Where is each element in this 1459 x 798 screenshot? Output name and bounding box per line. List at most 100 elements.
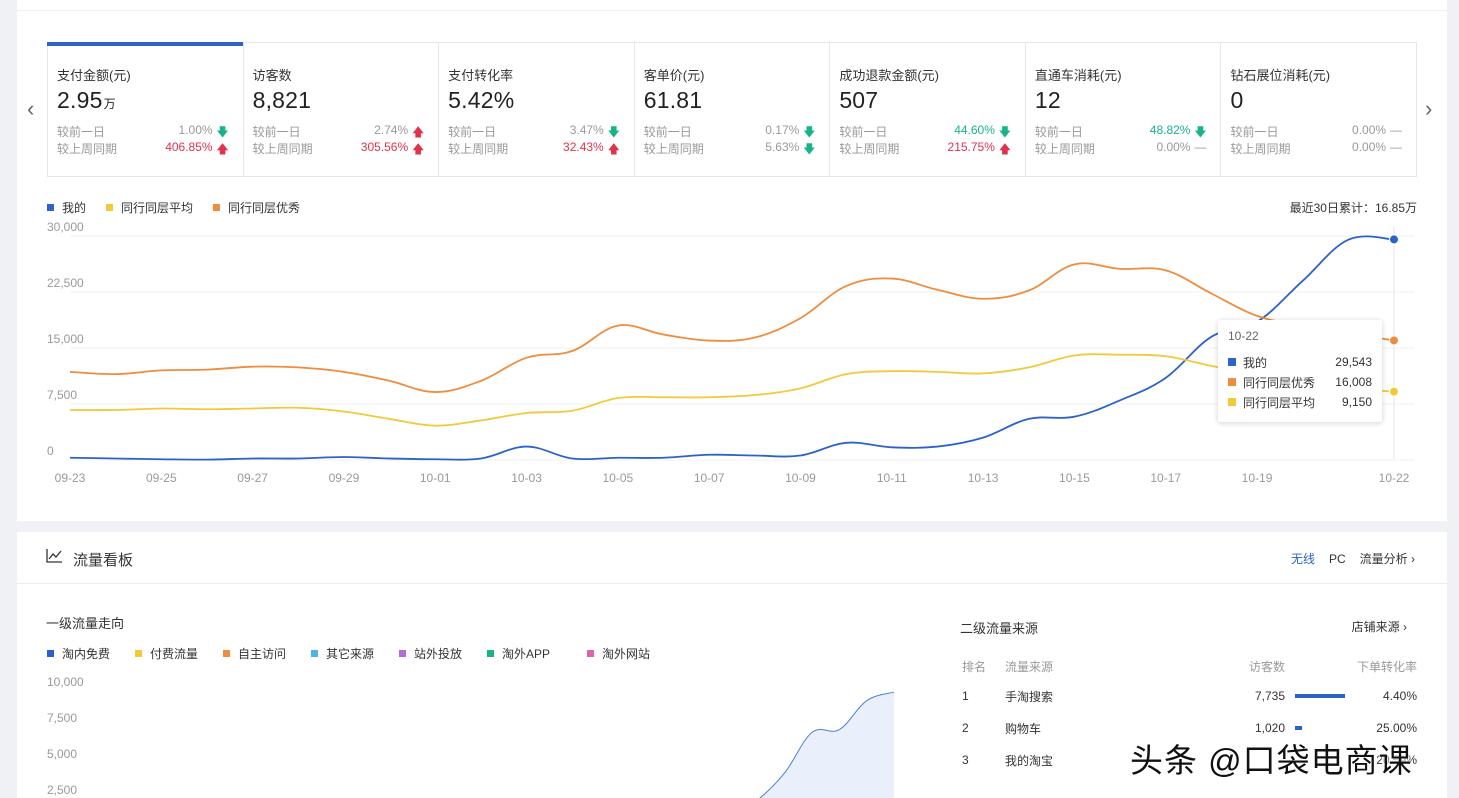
kpi-card-zuanzhan-spend[interactable]: 钻石展位消耗(元) 0 较前一日 0.00% — 较上周同期 0.00% —	[1221, 43, 1416, 176]
series-point	[1389, 234, 1399, 245]
x-tick-label: 09-27	[237, 471, 268, 485]
trend-down-icon: 🡇	[998, 125, 1012, 139]
conversion-cell: 4.40%	[1382, 689, 1417, 703]
next-arrow-icon[interactable]: ›	[1425, 96, 1433, 121]
traffic-area-chart: 淘内免费 付费流量 自主访问 其它来源 站外投放 淘外APP 淘外网站 10,000 7,500…	[47, 646, 895, 798]
trend-line-chart: 我的 同行同层平均 同行同层优秀 最近30日累计：16.85万 0 7,500 15,000…	[47, 200, 1417, 485]
kpi-title: 成功退款金额(元)	[839, 68, 939, 83]
visitors-bar-cell	[1285, 694, 1355, 698]
legend-label: 同行同层平均	[121, 201, 193, 215]
trend-down-icon: 🡇	[803, 142, 816, 156]
x-tick-label: 10-19	[1242, 471, 1273, 485]
trend-flat-icon: —	[1390, 140, 1403, 154]
y-tick-label: 7,500	[47, 388, 77, 402]
kpi-value: 2.95万	[57, 87, 116, 113]
tooltip-row: 同行同层优秀 16,008	[1228, 372, 1372, 392]
kpi-card-visitors[interactable]: 访客数 8,821 较前一日 2.74% 🡅 较上周同期 305.56% 🡅	[244, 43, 440, 176]
rank-cell: 1	[962, 689, 969, 703]
source-name-cell: 我的淘宝	[1005, 753, 1054, 768]
tooltip-date: 10-22	[1228, 329, 1259, 343]
legend-swatch	[213, 204, 220, 211]
trend-flat-icon: —	[1194, 140, 1207, 154]
x-tick-label: 09-29	[329, 471, 360, 485]
compare-week: 较上周同期 0.00% —	[1230, 140, 1403, 156]
chart-tooltip: 10-22 我的 29,543 同行同层优秀 16,008 同行同层平均 9,150	[1218, 320, 1382, 422]
section-header: 流量看板 无线 PC 流量分析 ›	[17, 532, 1447, 584]
shop-source-link[interactable]: 店铺来源 ›	[1351, 620, 1407, 634]
compare-day: 较前一日 0.00% —	[1230, 123, 1403, 139]
primary-flow-title: 一级流量走向	[46, 616, 125, 631]
tab-pc[interactable]: PC	[1328, 551, 1346, 566]
y-tick-label: 10,000	[47, 675, 84, 689]
y-tick-label: 22,500	[47, 276, 84, 290]
visitors-bar	[1295, 694, 1345, 698]
legend-label: 我的	[62, 200, 86, 215]
rank-cell: 3	[962, 753, 969, 767]
compare-week: 较上周同期 0.00% —	[1034, 140, 1207, 156]
visitors-bar	[1295, 726, 1302, 730]
series-line-我的	[69, 235, 1395, 461]
trend-up-icon: 🡅	[411, 125, 425, 139]
table-row[interactable]: 1 手淘搜索 7,735 4.40%	[960, 680, 1417, 712]
compare-day: 较前一日 44.60% 🡇	[839, 123, 1013, 144]
trend-down-icon: 🡇	[1194, 125, 1207, 139]
chevron-right-icon: ›	[1403, 620, 1407, 634]
compare-week: 较上周同期 5.63% 🡇	[644, 140, 818, 161]
y-tick-label: 2,500	[47, 783, 77, 797]
divider	[17, 10, 1447, 11]
kpi-card-ztc-spend[interactable]: 直通车消耗(元) 12 较前一日 48.82% 🡇 较上周同期 0.00% —	[1026, 43, 1222, 176]
trend-up-icon: 🡅	[216, 142, 229, 156]
legend-swatch	[135, 650, 142, 657]
sales-overview-panel: ‹ › 支付金额(元) 2.95万 较前一日 1.00% 🡇 较上周同期 406.85…	[17, 0, 1447, 521]
compare-day: 较前一日 3.47% 🡇	[448, 123, 622, 144]
legend-swatch	[587, 650, 594, 657]
summary-label: 最近30日累计：16.85万	[1290, 201, 1417, 215]
x-tick-label: 09-25	[146, 471, 177, 485]
prev-arrow-icon[interactable]: ‹	[27, 96, 35, 121]
kpi-card-refund[interactable]: 成功退款金额(元) 507 较前一日 44.60% 🡇 较上周同期 215.75% 🡅	[830, 43, 1026, 176]
compare-week: 较上周同期 32.43% 🡅	[448, 140, 622, 161]
series-point	[1389, 335, 1399, 346]
legend-label: 付费流量	[150, 647, 198, 661]
compare-week: 较上周同期 215.75% 🡅	[839, 140, 1013, 161]
line-chart-icon	[46, 549, 62, 563]
x-tick-label: 10-13	[968, 471, 999, 485]
trend-flat-icon: —	[1390, 123, 1403, 137]
kpi-card-payment[interactable]: 支付金额(元) 2.95万 较前一日 1.00% 🡇 较上周同期 406.85% 🡅	[47, 42, 244, 176]
legend-label: 站外投放	[414, 646, 462, 661]
legend-swatch	[311, 650, 318, 657]
x-tick-label: 10-09	[785, 471, 816, 485]
kpi-card-conversion[interactable]: 支付转化率 5.42% 较前一日 3.47% 🡇 较上周同期 32.43% 🡅	[439, 43, 635, 176]
area-line	[759, 691, 895, 798]
x-tick-label: 10-11	[877, 471, 907, 485]
legend-swatch	[47, 204, 54, 211]
x-tick-label: 10-01	[420, 471, 451, 485]
x-tick-label: 09-23	[55, 471, 86, 485]
table-row[interactable]: 2 购物车 1,020 25.00%	[960, 712, 1417, 744]
kpi-value: 5.42%	[448, 87, 515, 113]
table-row[interactable]: 3 我的淘宝 20.59%	[960, 744, 1417, 776]
traffic-analysis-link[interactable]: 流量分析 ›	[1359, 552, 1415, 566]
compare-day: 较前一日 48.82% 🡇	[1035, 123, 1209, 144]
legend-swatch	[223, 650, 230, 657]
legend-swatch	[106, 204, 113, 211]
source-name-cell: 购物车	[1005, 721, 1042, 736]
table-header: 排名 流量来源 访客数 下单转化率	[962, 660, 1417, 674]
source-table: 排名 流量来源 访客数 下单转化率 1 手淘搜索 7,735 4.40% 2 购物车 1,0…	[960, 658, 1417, 776]
series-line-同行同层优秀	[69, 262, 1395, 393]
kpi-title: 支付金额(元)	[57, 68, 131, 83]
y-tick-label: 15,000	[47, 332, 84, 346]
kpi-strip: 支付金额(元) 2.95万 较前一日 1.00% 🡇 较上周同期 406.85% 🡅 访…	[47, 42, 1417, 177]
x-tick-label: 10-15	[1059, 471, 1090, 485]
legend-label: 自主访问	[238, 647, 286, 661]
kpi-value: 61.81	[643, 87, 703, 113]
legend-label: 淘外APP	[502, 647, 550, 661]
compare-day: 较前一日 1.00% 🡇	[57, 123, 231, 144]
trend-up-icon: 🡅	[607, 142, 620, 156]
section-title: 流量看板	[73, 552, 134, 569]
tooltip-row: 同行同层平均 9,150	[1228, 392, 1372, 412]
kpi-card-avg-order[interactable]: 客单价(元) 61.81 较前一日 0.17% 🡇 较上周同期 5.63% 🡇	[635, 43, 831, 176]
legend-label: 淘内免费	[62, 646, 110, 661]
tab-wireless[interactable]: 无线	[1290, 552, 1315, 566]
legend-swatch	[487, 650, 494, 657]
